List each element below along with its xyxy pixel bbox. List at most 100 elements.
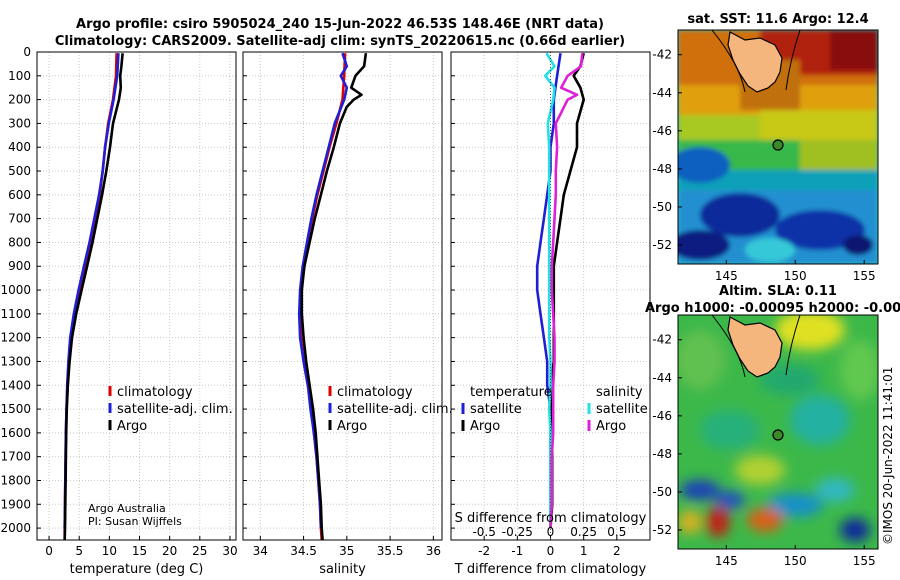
plot-frame xyxy=(450,51,651,541)
y-tick-label: 900 xyxy=(8,259,31,273)
sla-map-title-line2: Argo h1000: -0.00095 h2000: -0.00 xyxy=(645,301,900,316)
x-tick-label: 2 xyxy=(613,544,621,558)
y-tick-label: 0 xyxy=(23,45,31,59)
series-line-argo xyxy=(300,53,368,540)
legend-label: Argo xyxy=(337,419,367,434)
y-tick-label: 500 xyxy=(8,164,31,178)
legend-label: climatology xyxy=(117,385,193,400)
y-tick-label: 1600 xyxy=(0,426,31,440)
x-tick-label: -2 xyxy=(478,544,490,558)
map-x-tick-label: 155 xyxy=(853,554,876,568)
y-tick-label: 800 xyxy=(8,235,31,249)
x-tick-label: 0 xyxy=(45,544,53,558)
legend-title-salinity: salinity xyxy=(596,385,643,400)
legend-label: satellite-adj. clim. xyxy=(337,402,453,417)
map-y-tick-label: -50 xyxy=(652,485,672,499)
y-tick-label: 300 xyxy=(8,116,31,130)
legend-label: satellite xyxy=(470,402,522,417)
x-tick-label: 30 xyxy=(222,544,237,558)
x-axis-label: salinity xyxy=(319,562,366,577)
map-x-tick-label: 155 xyxy=(853,269,876,283)
map-y-tick-label: -50 xyxy=(652,200,672,214)
y-tick-label: 100 xyxy=(8,69,31,83)
difference-panel: -2 -1 0 1 2 -0.5 -0.25 0 0.25 0.5S difference fro… xyxy=(450,51,651,577)
x-tick-label: 25 xyxy=(192,544,207,558)
map-y-tick-label: -42 xyxy=(652,48,672,62)
y-tick-label: 1900 xyxy=(0,497,31,511)
map-x-tick-label: 145 xyxy=(715,269,738,283)
y-tick-label: 400 xyxy=(8,140,31,154)
x-tick-label: 15 xyxy=(132,544,147,558)
y-tick-label: 1100 xyxy=(0,307,31,321)
series-line-salinity-satellite xyxy=(543,52,556,529)
x-axis-label: T difference from climatology xyxy=(454,562,647,577)
y-tick-label: 1400 xyxy=(0,378,31,392)
timestamp-label: ©IMOS 20-Jun-2022 11:41:01 xyxy=(881,367,895,545)
figure-title-line2: Climatology: CARS2009. Satellite-adj cli… xyxy=(55,34,625,49)
plot-frame xyxy=(242,51,443,541)
legend-label: climatology xyxy=(337,385,413,400)
map-y-tick-label: -42 xyxy=(652,333,672,347)
y-tick-label: 1200 xyxy=(0,331,31,345)
series-line-argo xyxy=(63,53,124,540)
x-tick-label: 0 xyxy=(547,544,555,558)
map-y-tick-label: -48 xyxy=(652,162,672,176)
legend-title-temperature: temperature xyxy=(470,385,552,400)
credit-line2: PI: Susan Wijffels xyxy=(88,515,182,528)
y-tick-label: 1800 xyxy=(0,473,31,487)
legend-label: Argo xyxy=(470,419,500,434)
salinity-panel: 34 34.5 35 35.5 36 salinity climatology satelli… xyxy=(242,51,453,577)
x-tick-label: -1 xyxy=(511,544,523,558)
sst-map xyxy=(678,30,878,264)
x-tick-label: 10 xyxy=(102,544,117,558)
map-y-tick-label: -44 xyxy=(652,371,672,385)
series-group xyxy=(535,52,586,529)
x-tick-label: 35.5 xyxy=(377,544,404,558)
y-tick-label: 1700 xyxy=(0,450,31,464)
y-tick-label: 600 xyxy=(8,188,31,202)
series-group xyxy=(63,53,124,540)
figure-title-line1: Argo profile: csiro 5905024_240 15-Jun-2… xyxy=(76,17,604,32)
y-tick-label: 1500 xyxy=(0,402,31,416)
legend-label: satellite xyxy=(596,402,648,417)
y-tick-label: 200 xyxy=(8,93,31,107)
top-x-tick-label: -0.5 xyxy=(472,525,495,539)
top-x-tick-label: 0.25 xyxy=(570,525,597,539)
series-group xyxy=(297,52,368,540)
y-tick-label: 700 xyxy=(8,212,31,226)
sla-map xyxy=(678,315,878,549)
x-tick-label: 35 xyxy=(339,544,354,558)
y-tick-label: 1300 xyxy=(0,354,31,368)
plot-frame xyxy=(36,51,237,541)
top-x-tick-label: 0.5 xyxy=(607,525,626,539)
series-line-satellite-adj-clim- xyxy=(297,52,349,529)
map-y-tick-label: -52 xyxy=(652,523,672,537)
map-y-tick-label: -46 xyxy=(652,409,672,423)
sst-map-title: sat. SST: 11.6 Argo: 12.4 xyxy=(687,12,868,27)
x-tick-label: 34 xyxy=(253,544,268,558)
sst-map-axes: 145 150 155 -42 -44 -46 -48 -50 -52 xyxy=(652,48,875,283)
x-tick-label: 1 xyxy=(580,544,588,558)
sla-map-axes: 145 150 155 -42 -44 -46 -48 -50 -52 xyxy=(652,333,875,568)
top-axis-label: S difference from climatology xyxy=(455,511,647,526)
legend-label: Argo xyxy=(596,419,626,434)
temperature-panel: 0100200300400500600700800900100011001200… xyxy=(0,45,237,577)
sla-map-title-line1: Altim. SLA: 0.11 xyxy=(719,284,837,299)
map-y-tick-label: -46 xyxy=(652,124,672,138)
series-line-salinity-argo xyxy=(549,53,584,529)
y-tick-label: 1000 xyxy=(0,283,31,297)
map-y-tick-label: -44 xyxy=(652,86,672,100)
x-tick-label: 34.5 xyxy=(290,544,317,558)
x-axis-label: temperature (deg C) xyxy=(70,562,204,577)
map-x-tick-label: 150 xyxy=(784,554,807,568)
legend-label: Argo xyxy=(117,419,147,434)
x-tick-label: 20 xyxy=(162,544,177,558)
top-x-tick-label: 0 xyxy=(547,525,555,539)
map-y-tick-label: -48 xyxy=(652,447,672,461)
y-tick-label: 2000 xyxy=(0,521,31,535)
map-y-tick-label: -52 xyxy=(652,238,672,252)
top-x-tick-label: -0.25 xyxy=(502,525,533,539)
map-x-tick-label: 145 xyxy=(715,554,738,568)
x-tick-label: 36 xyxy=(426,544,441,558)
